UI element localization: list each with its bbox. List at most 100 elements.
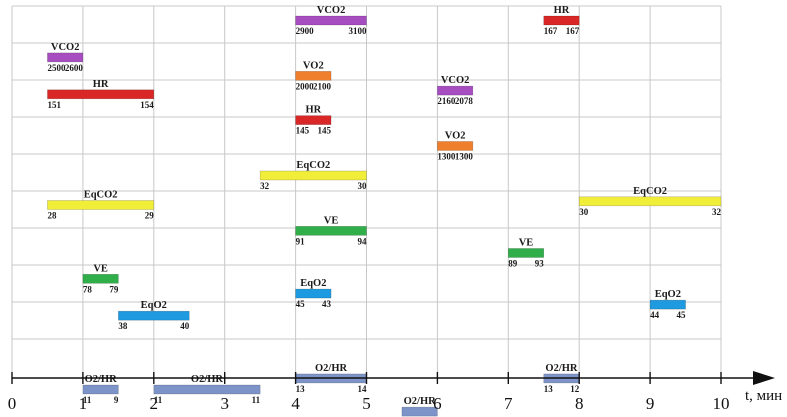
bar-label: VE <box>93 263 108 274</box>
bar-start-value: 2000 <box>296 81 315 91</box>
range-bar <box>82 384 119 395</box>
bar-end-value: 43 <box>322 299 332 309</box>
range-bar-group: VO2 1300 1300 <box>437 130 473 161</box>
bar-end-value: 79 <box>109 284 119 294</box>
x-tick-label: 0 <box>8 394 17 413</box>
bar-start-value: 151 <box>47 100 61 110</box>
range-bar <box>47 200 155 210</box>
range-bar <box>507 248 545 258</box>
bar-end-value: 45 <box>677 310 687 320</box>
x-tick-label: 4 <box>291 394 300 413</box>
bar-end-value: 154 <box>140 100 154 110</box>
range-bar-group: EqCO2 30 32 <box>578 186 722 217</box>
range-bar <box>259 170 367 181</box>
range-bar <box>153 384 261 395</box>
bar-label: EqCO2 <box>296 160 330 171</box>
range-bar <box>437 85 474 96</box>
bar-label: HR <box>93 79 109 90</box>
bar-start-value: 89 <box>508 258 518 268</box>
bar-label: VE <box>519 237 534 248</box>
x-tick-label: 9 <box>646 394 655 413</box>
bar-label: O2/HR <box>85 374 118 385</box>
bar-label: VO2 <box>303 60 324 71</box>
bar-start-value: 167 <box>544 26 558 36</box>
range-bar <box>295 15 367 26</box>
range-bar <box>82 273 119 284</box>
range-bar-group: EqO2 38 40 <box>118 300 190 331</box>
x-axis-ticks: 0 1 2 3 4 5 6 7 8 9 10 <box>8 372 730 413</box>
bar-end-value: 2100 <box>313 81 332 91</box>
range-bar-group: EqCO2 28 29 <box>47 190 154 221</box>
range-bar-group: EqO2 44 45 <box>649 289 687 320</box>
range-bar <box>649 299 686 310</box>
range-bar <box>437 141 474 151</box>
range-bar <box>543 15 580 26</box>
bar-end-value: 12 <box>570 384 580 394</box>
range-bar-group: EqCO2 32 30 <box>259 160 368 191</box>
x-tick-label: 5 <box>362 394 371 413</box>
x-tick-label: 10 <box>713 394 730 413</box>
bar-label: HR <box>305 105 321 116</box>
bar-label: HR <box>554 5 570 16</box>
bar-end-value: 145 <box>318 126 332 136</box>
bar-end-value: 40 <box>180 321 190 331</box>
bar-label: VCO2 <box>317 5 346 16</box>
range-bar <box>295 71 332 81</box>
bar-start-value: 13 <box>544 384 554 394</box>
x-tick-label: 8 <box>575 394 584 413</box>
bar-start-value: 145 <box>296 126 310 136</box>
range-bar <box>47 52 84 63</box>
range-bar <box>578 196 722 207</box>
bar-end-value: 29 <box>145 211 155 221</box>
x-tick-label: 1 <box>79 394 88 413</box>
bar-end-value: 32 <box>712 207 722 217</box>
bar-start-value: 45 <box>296 299 306 309</box>
range-bar-group: O2/HR 11 11 <box>153 374 261 405</box>
bar-label: O2/HR <box>404 396 437 407</box>
bar-start-value: 2900 <box>296 26 315 36</box>
bar-end-value: 3100 <box>349 26 368 36</box>
x-axis-label: t, мин <box>745 388 782 404</box>
bar-start-value: 11 <box>154 395 163 405</box>
bar-label: O2/HR <box>191 374 224 385</box>
bar-label: VE <box>324 215 339 226</box>
bar-start-value: 1300 <box>437 151 456 161</box>
bar-start-value: 13 <box>296 384 306 394</box>
bar-label: VCO2 <box>51 42 80 53</box>
bar-start-value: 44 <box>650 310 660 320</box>
range-bar <box>295 115 332 125</box>
bar-start-value: 32 <box>260 181 270 191</box>
range-bar <box>401 406 438 417</box>
bar-label: VCO2 <box>441 75 470 86</box>
range-bar-group: VCO2 2500 2600 <box>47 42 83 73</box>
bar-start-value: 2160 <box>437 96 456 106</box>
bar-start-value: 78 <box>83 284 93 294</box>
x-tick-label: 3 <box>220 394 229 413</box>
range-bar <box>295 288 332 299</box>
bar-end-value: 1300 <box>455 151 474 161</box>
bar-end-value: 167 <box>566 26 580 36</box>
x-axis-arrow-icon <box>753 371 775 385</box>
range-bar-group: VO2 2000 2100 <box>295 60 332 91</box>
range-bar-group: HR 145 145 <box>295 105 332 136</box>
range-bar <box>47 89 155 100</box>
bar-end-value: 94 <box>358 236 368 246</box>
bar-end-value: 93 <box>535 258 545 268</box>
x-tick-label: 2 <box>150 394 159 413</box>
bar-end-value: 9 <box>114 395 119 405</box>
bar-label: EqO2 <box>655 289 681 300</box>
bar-end-value: 30 <box>358 181 368 191</box>
bar-label: EqO2 <box>141 300 167 311</box>
bar-start-value: 30 <box>579 207 589 217</box>
range-bar-group: O2/HR 11 9 <box>82 374 119 405</box>
range-bar-group: HR 151 154 <box>47 79 154 110</box>
bar-start-value: 38 <box>118 321 128 331</box>
bar-label: O2/HR <box>545 363 578 374</box>
bar-end-value: 2600 <box>65 63 84 73</box>
bar-start-value: 11 <box>83 395 92 405</box>
